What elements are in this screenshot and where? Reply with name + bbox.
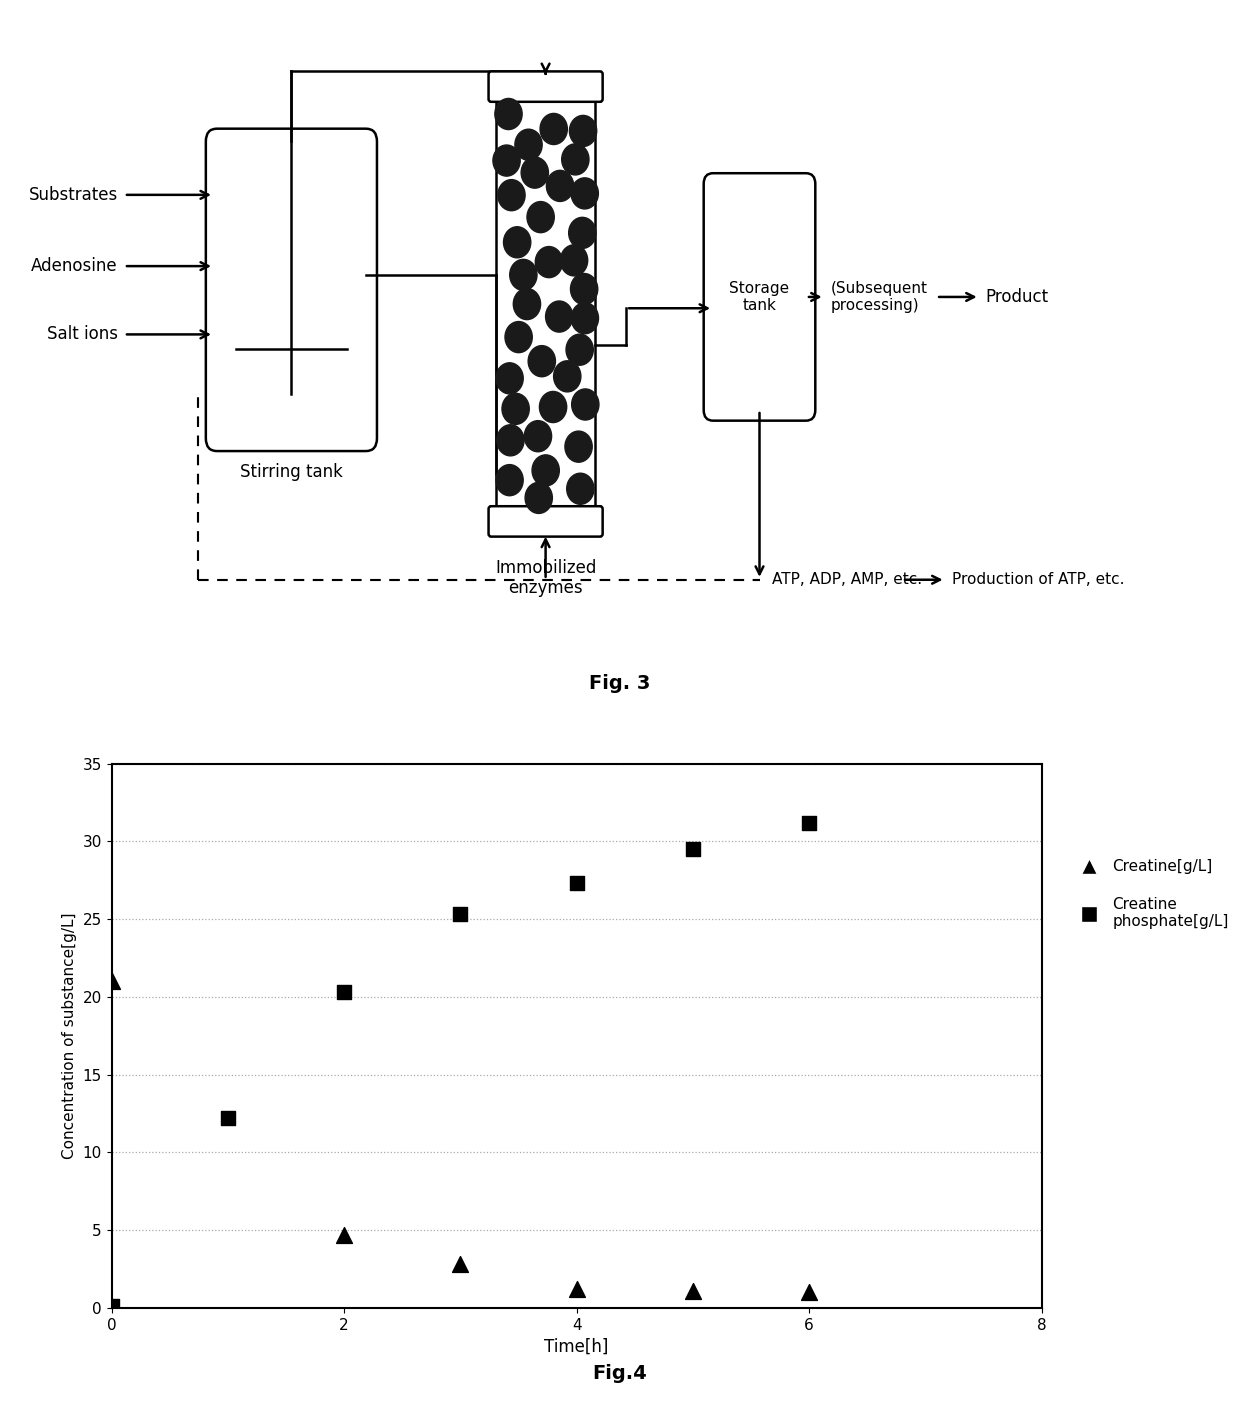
Text: Substrates: Substrates: [29, 185, 118, 204]
Circle shape: [572, 178, 599, 209]
Text: Salt ions: Salt ions: [47, 325, 118, 344]
Circle shape: [510, 259, 537, 290]
Circle shape: [546, 301, 573, 332]
Y-axis label: Concentration of substance[g/L]: Concentration of substance[g/L]: [62, 912, 77, 1159]
Point: [567, 872, 587, 895]
Circle shape: [495, 99, 522, 130]
Text: Fig.4: Fig.4: [593, 1365, 647, 1383]
Circle shape: [562, 144, 589, 175]
Circle shape: [497, 424, 525, 455]
Circle shape: [536, 246, 563, 277]
Circle shape: [541, 113, 568, 144]
Circle shape: [565, 334, 593, 365]
FancyBboxPatch shape: [206, 129, 377, 451]
Circle shape: [515, 129, 542, 160]
Text: Production of ATP, etc.: Production of ATP, etc.: [952, 573, 1125, 587]
Circle shape: [569, 116, 596, 147]
Circle shape: [521, 157, 548, 188]
Circle shape: [569, 218, 596, 249]
Circle shape: [527, 202, 554, 233]
Circle shape: [497, 180, 525, 211]
Circle shape: [528, 345, 556, 376]
Circle shape: [503, 226, 531, 257]
Circle shape: [553, 361, 580, 392]
Text: Adenosine: Adenosine: [31, 257, 118, 276]
Circle shape: [505, 321, 532, 352]
Circle shape: [532, 455, 559, 486]
Legend: Creatine[g/L], Creatine
phosphate[g/L]: Creatine[g/L], Creatine phosphate[g/L]: [1068, 853, 1235, 936]
Circle shape: [513, 288, 541, 320]
Text: Immobilized
enzymes: Immobilized enzymes: [495, 559, 596, 597]
Text: ATP, ADP, AMP, etc.: ATP, ADP, AMP, etc.: [771, 573, 923, 587]
Text: Fig. 3: Fig. 3: [589, 674, 651, 693]
Point: [799, 1281, 818, 1304]
FancyBboxPatch shape: [703, 174, 816, 421]
FancyBboxPatch shape: [489, 506, 603, 537]
Point: [567, 1278, 587, 1301]
Circle shape: [565, 431, 593, 462]
Text: Stirring tank: Stirring tank: [241, 464, 342, 481]
Circle shape: [496, 363, 523, 395]
Circle shape: [572, 303, 599, 334]
Circle shape: [572, 389, 599, 420]
Point: [683, 1280, 703, 1302]
Point: [683, 837, 703, 860]
Text: Product: Product: [986, 288, 1049, 305]
Circle shape: [547, 170, 574, 201]
Circle shape: [570, 273, 598, 304]
Point: [799, 812, 818, 834]
Text: Storage
tank: Storage tank: [729, 281, 790, 312]
Text: (Subsequent
processing): (Subsequent processing): [831, 281, 928, 312]
Point: [334, 981, 355, 1004]
Point: [450, 1253, 470, 1275]
X-axis label: Time[h]: Time[h]: [544, 1338, 609, 1356]
Point: [334, 1223, 355, 1246]
Bar: [496, 99, 595, 509]
FancyBboxPatch shape: [489, 71, 603, 102]
Point: [102, 970, 122, 993]
Circle shape: [539, 392, 567, 423]
Circle shape: [494, 146, 521, 177]
Point: [102, 1295, 122, 1318]
Circle shape: [496, 465, 523, 496]
Point: [450, 904, 470, 926]
Circle shape: [567, 474, 594, 505]
Circle shape: [525, 420, 552, 451]
Point: [218, 1107, 238, 1130]
Circle shape: [502, 393, 529, 424]
Circle shape: [560, 245, 588, 276]
Circle shape: [525, 482, 552, 513]
